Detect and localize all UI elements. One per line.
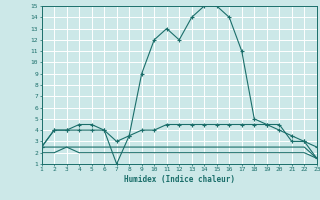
X-axis label: Humidex (Indice chaleur): Humidex (Indice chaleur) — [124, 175, 235, 184]
